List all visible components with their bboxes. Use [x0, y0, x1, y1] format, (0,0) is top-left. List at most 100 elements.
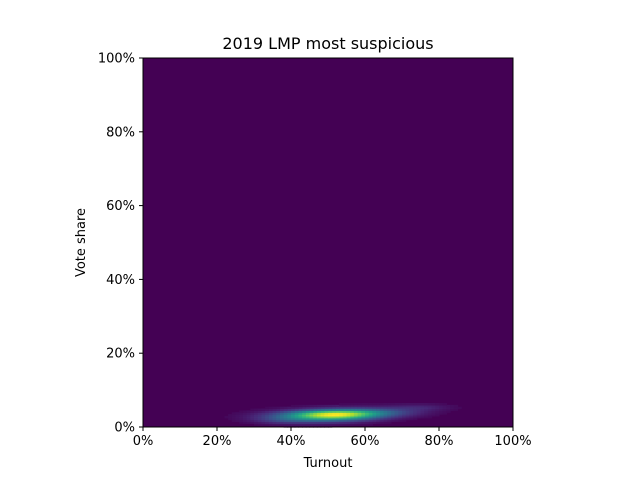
heatmap-cell [246, 412, 251, 415]
heatmap-cell [376, 404, 381, 408]
heatmap-cell [357, 423, 362, 426]
heatmap-cell [328, 406, 333, 410]
heatmap-cell [390, 417, 396, 421]
heatmap-cell [287, 423, 292, 426]
heatmap-cell [309, 408, 314, 411]
heatmap-cell [416, 415, 422, 419]
heatmap-cell [309, 417, 314, 421]
heatmap-cell [361, 419, 366, 423]
heatmap-cell [431, 414, 436, 417]
heatmap-cell [235, 417, 240, 421]
heatmap-cell [420, 412, 425, 415]
heatmap-cell [331, 410, 336, 413]
heatmap-cell [291, 425, 296, 428]
heatmap-cell [335, 414, 340, 417]
heatmap-cell [316, 404, 322, 408]
heatmap-cell [239, 414, 244, 417]
heatmap-cell [439, 412, 444, 415]
heatmap-cell [379, 412, 385, 415]
heatmap-cell [350, 404, 355, 408]
heatmap-cell [365, 419, 370, 423]
heatmap-cell [254, 408, 259, 411]
heatmap-cell [394, 415, 399, 419]
heatmap-cell [346, 404, 351, 408]
heatmap-cell [283, 414, 288, 417]
heatmap-cell [309, 423, 314, 426]
heatmap-cell [368, 408, 373, 411]
heatmap-cell [257, 417, 262, 421]
heatmap-cell [320, 425, 325, 428]
y-tick-label: 40% [106, 273, 135, 288]
heatmap-cell [420, 403, 425, 406]
heatmap-cell [250, 417, 255, 421]
heatmap-cell [446, 408, 451, 411]
heatmap-cell [265, 423, 270, 426]
heatmap-cell [353, 423, 359, 426]
heatmap-cell [283, 417, 288, 421]
heatmap-cell [376, 403, 381, 406]
heatmap-cell [339, 403, 344, 406]
heatmap-cell [261, 417, 266, 421]
heatmap-cell [387, 421, 392, 424]
heatmap-cell [268, 421, 274, 424]
heatmap-cell [313, 404, 318, 408]
plot-area [142, 57, 514, 428]
heatmap-cell [239, 410, 244, 413]
heatmap-cell [313, 425, 318, 428]
heatmap-cell [272, 419, 277, 423]
heatmap-cell [442, 412, 447, 415]
heatmap-cell [342, 410, 348, 413]
heatmap-cell [357, 414, 362, 417]
heatmap-cell [313, 415, 318, 419]
heatmap-cell [246, 419, 251, 423]
heatmap-cell [335, 417, 340, 421]
heatmap-cell [394, 403, 399, 406]
heatmap-cell [309, 425, 314, 428]
heatmap-cell [320, 423, 325, 426]
heatmap-cell [302, 406, 307, 410]
heatmap-cell [305, 404, 311, 408]
heatmap-cell [416, 412, 422, 415]
heatmap-cell [276, 412, 281, 415]
heatmap-cell [409, 414, 414, 417]
heatmap-cell [272, 410, 277, 413]
heatmap-cell [309, 419, 314, 423]
heatmap-cell [431, 404, 436, 408]
heatmap-cell [254, 421, 259, 424]
heatmap-cell [291, 404, 296, 408]
heatmap-cell [413, 404, 418, 408]
heatmap-cell [427, 412, 433, 415]
heatmap-cell [283, 410, 288, 413]
heatmap-cell [331, 414, 336, 417]
heatmap-cell [291, 410, 296, 413]
heatmap-cell [361, 421, 366, 424]
heatmap-cell [390, 414, 396, 417]
heatmap-cell [353, 419, 359, 423]
heatmap-cell [357, 419, 362, 423]
heatmap-cell [302, 410, 307, 413]
heatmap-cell [365, 415, 370, 419]
heatmap-cell [302, 414, 307, 417]
heatmap-cell [350, 408, 355, 411]
heatmap-cell [376, 415, 381, 419]
heatmap-cell [409, 403, 414, 406]
heatmap-cell [413, 406, 418, 410]
heatmap-cell [357, 415, 362, 419]
heatmap-cell [239, 419, 244, 423]
heatmap-cell [376, 419, 381, 423]
heatmap-cell [390, 408, 396, 411]
heatmap-cell [376, 412, 381, 415]
heatmap-cell [316, 410, 322, 413]
heatmap-cell [250, 415, 255, 419]
heatmap-cell [424, 403, 429, 406]
heatmap-cell [394, 414, 399, 417]
heatmap-cell [398, 414, 403, 417]
heatmap-cell [398, 404, 403, 408]
heatmap-cell [261, 414, 266, 417]
heatmap-cell [357, 406, 362, 410]
heatmap-cell [431, 408, 436, 411]
heatmap-cell [279, 414, 285, 417]
heatmap-cell [309, 410, 314, 413]
heatmap-cell [372, 415, 377, 419]
heatmap-cell [265, 410, 270, 413]
